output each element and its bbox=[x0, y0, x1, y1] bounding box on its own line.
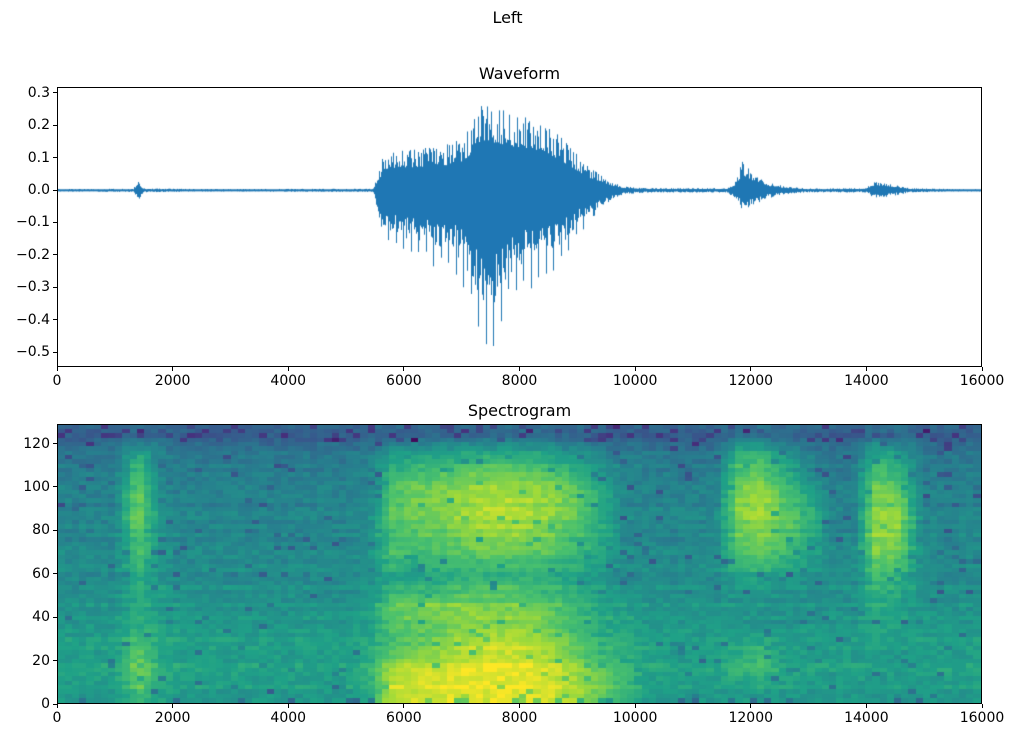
x-tick-mark bbox=[865, 704, 867, 708]
y-tick-label: 60 bbox=[32, 565, 50, 582]
y-tick-mark bbox=[53, 351, 57, 353]
y-tick-mark bbox=[53, 189, 57, 191]
x-tick-label: 14000 bbox=[844, 373, 889, 389]
x-tick-mark bbox=[172, 704, 174, 708]
y-tick-label: 0.3 bbox=[27, 84, 50, 101]
x-tick-label: 12000 bbox=[728, 710, 774, 726]
x-tick-mark bbox=[519, 367, 520, 371]
spectrogram-axes bbox=[57, 424, 982, 704]
y-tick-mark bbox=[53, 221, 57, 223]
waveform-plot bbox=[58, 88, 981, 366]
y-tick-mark bbox=[53, 443, 57, 445]
x-tick-label: 8000 bbox=[501, 710, 538, 726]
x-tick-label: 4000 bbox=[270, 373, 307, 389]
x-tick-label: 4000 bbox=[270, 710, 307, 726]
x-tick-mark bbox=[403, 367, 405, 371]
y-tick-label: −0.2 bbox=[16, 246, 50, 263]
x-tick-mark bbox=[56, 704, 58, 708]
y-tick-label: 0.1 bbox=[27, 149, 50, 166]
y-tick-label: 0 bbox=[41, 696, 50, 712]
y-tick-label: 0.2 bbox=[27, 117, 50, 134]
y-tick-label: 0.0 bbox=[27, 182, 50, 199]
x-tick-label: 2000 bbox=[154, 373, 191, 389]
y-tick-mark bbox=[53, 319, 57, 321]
x-tick-label: 2000 bbox=[154, 710, 191, 726]
y-tick-mark bbox=[53, 529, 57, 531]
x-tick-mark bbox=[634, 704, 636, 708]
x-tick-mark bbox=[172, 367, 174, 371]
x-tick-label: 0 bbox=[52, 373, 62, 389]
x-tick-label: 16000 bbox=[959, 710, 1005, 726]
y-tick-label: 40 bbox=[32, 609, 50, 626]
x-tick-mark bbox=[750, 367, 752, 371]
waveform-axes bbox=[57, 87, 982, 367]
x-tick-mark bbox=[750, 704, 752, 708]
x-tick-label: 0 bbox=[52, 710, 62, 726]
x-tick-label: 16000 bbox=[959, 373, 1005, 389]
x-tick-label: 14000 bbox=[844, 710, 889, 726]
x-tick-mark bbox=[634, 367, 636, 371]
y-tick-mark bbox=[53, 286, 57, 288]
x-tick-mark bbox=[519, 704, 520, 708]
x-tick-label: 10000 bbox=[612, 710, 658, 726]
x-tick-label: 6000 bbox=[386, 373, 422, 389]
y-tick-label: −0.1 bbox=[16, 214, 50, 231]
y-tick-mark bbox=[53, 703, 57, 705]
x-tick-mark bbox=[56, 367, 58, 371]
y-tick-label: −0.3 bbox=[16, 279, 50, 296]
y-tick-mark bbox=[53, 254, 57, 256]
x-tick-mark bbox=[287, 367, 289, 371]
y-tick-mark bbox=[53, 660, 57, 662]
x-tick-label: 10000 bbox=[612, 373, 658, 389]
x-tick-label: 8000 bbox=[501, 373, 538, 389]
x-tick-mark bbox=[865, 367, 867, 371]
x-tick-mark bbox=[403, 704, 405, 708]
waveform-title: Waveform bbox=[478, 64, 561, 83]
spectrogram-image bbox=[58, 425, 981, 703]
y-tick-mark bbox=[53, 486, 57, 488]
y-tick-label: 120 bbox=[23, 435, 50, 452]
y-tick-mark bbox=[53, 124, 57, 126]
figure-title: Left bbox=[492, 8, 523, 27]
x-tick-label: 6000 bbox=[386, 710, 422, 726]
x-tick-mark bbox=[287, 704, 289, 708]
x-tick-mark bbox=[981, 367, 983, 371]
y-tick-mark bbox=[53, 157, 57, 159]
x-tick-label: 12000 bbox=[728, 373, 774, 389]
y-tick-label: 80 bbox=[32, 522, 50, 539]
y-tick-label: 100 bbox=[23, 478, 50, 495]
x-tick-mark bbox=[981, 704, 983, 708]
y-tick-mark bbox=[53, 573, 57, 575]
y-tick-mark bbox=[53, 92, 57, 94]
y-tick-label: −0.5 bbox=[16, 344, 50, 361]
y-tick-label: −0.4 bbox=[16, 311, 50, 328]
y-tick-label: 20 bbox=[32, 652, 50, 669]
y-tick-mark bbox=[53, 616, 57, 618]
spectrogram-title: Spectrogram bbox=[467, 401, 572, 420]
